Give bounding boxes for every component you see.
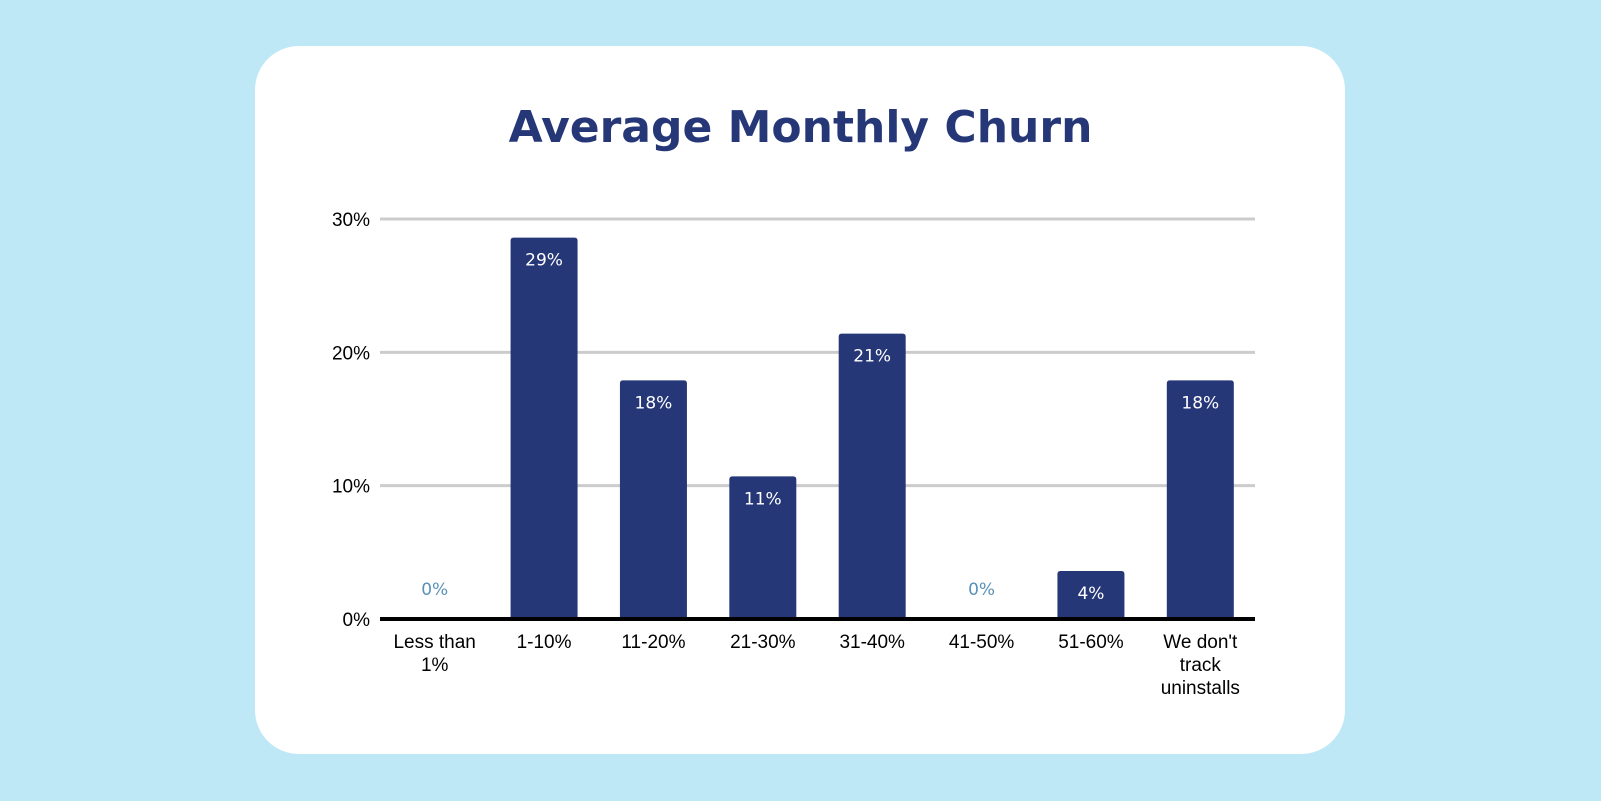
bar — [1166, 380, 1234, 619]
data-label: 21% — [853, 347, 891, 367]
data-label: 4% — [1077, 584, 1104, 604]
bar — [838, 333, 906, 619]
data-label: 29% — [525, 251, 563, 271]
x-tick-label: uninstalls — [1161, 678, 1240, 699]
data-label: 18% — [1181, 393, 1219, 413]
bar — [510, 237, 578, 619]
chart-title: Average Monthly Churn — [508, 102, 1093, 153]
x-tick-label: We don't — [1163, 632, 1238, 653]
x-tick-label: 1% — [421, 655, 449, 676]
bar — [1057, 571, 1125, 619]
bar — [729, 476, 797, 619]
data-label: 18% — [635, 393, 673, 413]
x-tick-label: 21-30% — [730, 632, 796, 653]
x-tick-label: 41-50% — [949, 632, 1015, 653]
y-tick-label: 10% — [332, 477, 370, 498]
data-label: 0% — [968, 580, 995, 600]
y-tick-label: 20% — [332, 343, 370, 364]
data-label: 0% — [421, 580, 448, 600]
x-tick-label: 31-40% — [839, 632, 905, 653]
y-tick-label: 0% — [343, 610, 371, 631]
x-tick-label: 11-20% — [621, 632, 685, 653]
x-tick-label: track — [1180, 655, 1222, 676]
x-tick-label: 1-10% — [517, 632, 572, 653]
x-tick-label: 51-60% — [1058, 632, 1124, 653]
chart-card — [255, 46, 1345, 754]
x-tick-label: Less than — [393, 632, 475, 653]
bar — [619, 380, 687, 619]
y-tick-label: 30% — [332, 210, 370, 231]
data-label: 11% — [744, 489, 782, 509]
